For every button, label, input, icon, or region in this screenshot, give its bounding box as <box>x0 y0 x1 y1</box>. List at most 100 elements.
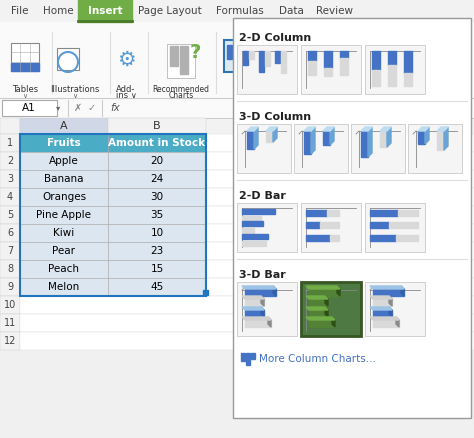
Polygon shape <box>242 307 264 310</box>
Bar <box>0 260 20 278</box>
Polygon shape <box>370 307 392 310</box>
Bar <box>249 51 254 59</box>
Bar <box>373 289 404 296</box>
Text: Oranges: Oranges <box>42 192 86 202</box>
Bar <box>340 58 348 75</box>
Bar <box>370 223 389 228</box>
Bar <box>396 235 418 240</box>
Text: 3-D Bar: 3-D Bar <box>239 270 286 280</box>
Polygon shape <box>242 296 264 299</box>
Bar <box>301 45 361 94</box>
Bar <box>57 48 79 70</box>
Bar <box>237 282 297 336</box>
Text: 6: 6 <box>7 228 13 238</box>
Bar <box>281 51 286 73</box>
Text: A: A <box>60 121 68 131</box>
Text: Amount in Stock: Amount in Stock <box>109 138 206 148</box>
Bar <box>0 332 20 350</box>
Bar <box>294 124 348 173</box>
Bar <box>437 131 444 150</box>
Bar <box>365 282 425 336</box>
Bar <box>365 203 425 252</box>
Bar <box>242 216 261 221</box>
Bar <box>0 224 20 242</box>
Bar <box>0 242 20 260</box>
Bar <box>0 98 474 118</box>
Polygon shape <box>304 127 315 131</box>
Bar <box>206 206 474 224</box>
Bar <box>108 278 206 296</box>
Bar <box>108 224 206 242</box>
Text: A1: A1 <box>22 103 36 113</box>
Polygon shape <box>389 307 392 317</box>
Text: fx: fx <box>110 103 120 113</box>
Bar <box>0 118 474 134</box>
Polygon shape <box>370 296 392 299</box>
Bar <box>404 73 412 86</box>
Bar <box>170 46 178 66</box>
Polygon shape <box>273 127 277 142</box>
Bar <box>373 299 392 306</box>
Bar <box>245 289 276 296</box>
Bar <box>245 320 271 327</box>
Bar <box>372 70 380 86</box>
Polygon shape <box>306 296 328 299</box>
Bar <box>234 45 239 65</box>
Text: ∨: ∨ <box>234 71 240 81</box>
Text: 10: 10 <box>4 300 16 310</box>
Bar <box>330 235 339 240</box>
Text: ⚙: ⚙ <box>117 50 136 70</box>
Text: 3-D Column: 3-D Column <box>239 112 311 122</box>
Bar <box>227 45 232 59</box>
Text: File: File <box>11 6 29 16</box>
Polygon shape <box>330 127 334 145</box>
Bar <box>404 51 412 73</box>
Bar <box>20 224 108 242</box>
Polygon shape <box>311 127 315 154</box>
Bar <box>20 242 108 260</box>
Polygon shape <box>306 317 335 320</box>
Bar <box>108 188 206 206</box>
Bar <box>241 45 246 55</box>
Bar <box>167 44 195 78</box>
Bar <box>388 65 396 86</box>
Bar <box>20 314 474 332</box>
Text: Fruits: Fruits <box>47 138 81 148</box>
Bar <box>108 152 206 170</box>
Bar <box>306 223 320 228</box>
Text: Pear: Pear <box>53 246 75 256</box>
Bar <box>224 40 250 72</box>
Bar <box>180 46 188 74</box>
Bar <box>20 188 108 206</box>
Bar <box>309 320 335 327</box>
Text: 15: 15 <box>150 264 164 274</box>
Bar <box>324 68 332 76</box>
Polygon shape <box>361 127 372 131</box>
Bar <box>245 299 264 306</box>
Polygon shape <box>437 127 448 131</box>
Bar <box>351 124 405 173</box>
Text: Pine Apple: Pine Apple <box>36 210 91 220</box>
Bar <box>108 134 206 152</box>
Bar <box>0 296 20 314</box>
Text: Peach: Peach <box>48 264 80 274</box>
Bar <box>206 170 474 188</box>
Polygon shape <box>396 317 399 327</box>
Bar <box>245 310 264 317</box>
Text: 23: 23 <box>150 246 164 256</box>
Polygon shape <box>306 307 328 310</box>
Bar <box>309 289 340 296</box>
Polygon shape <box>425 127 429 144</box>
Bar <box>0 0 474 22</box>
Polygon shape <box>370 317 399 320</box>
Polygon shape <box>242 286 276 289</box>
Bar <box>11 43 39 71</box>
Bar <box>108 118 206 134</box>
Polygon shape <box>368 127 372 157</box>
Bar <box>20 278 108 296</box>
Polygon shape <box>370 286 404 289</box>
Polygon shape <box>323 127 334 131</box>
Polygon shape <box>380 127 391 131</box>
Polygon shape <box>332 317 335 327</box>
Text: ⊟⊟: ⊟⊟ <box>247 53 268 67</box>
